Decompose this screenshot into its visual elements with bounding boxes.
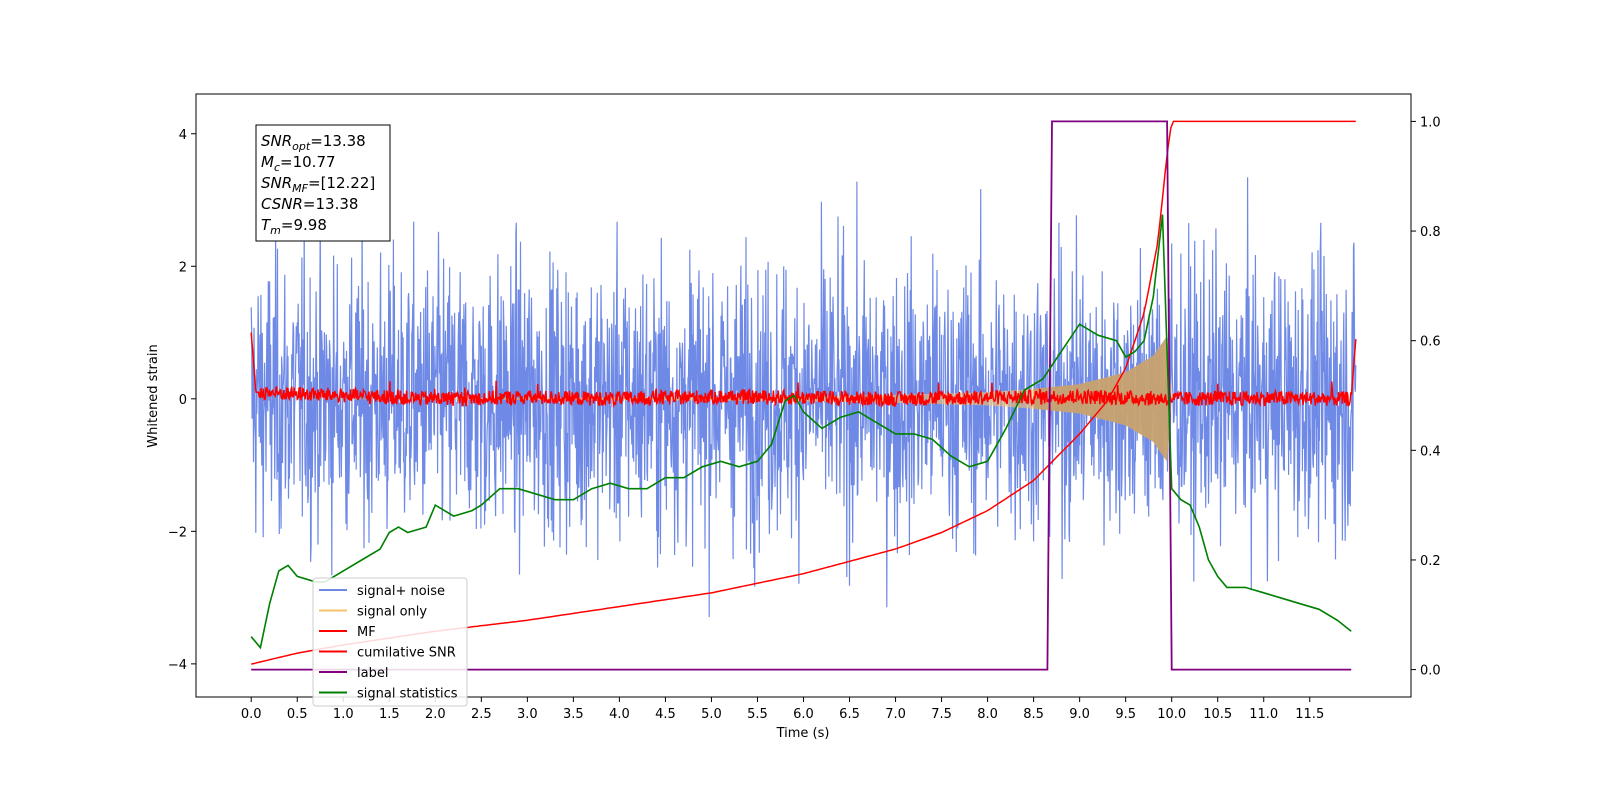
x-tick-label: 9.0 bbox=[1069, 707, 1090, 722]
legend-label: signal+ noise bbox=[357, 584, 445, 599]
y-left-tick-label: 4 bbox=[179, 128, 187, 143]
x-tick-label: 4.0 bbox=[609, 707, 630, 722]
info-box-frame bbox=[255, 124, 391, 242]
x-tick-label: 1.5 bbox=[379, 707, 400, 722]
y-left-tick-label: −2 bbox=[168, 525, 187, 540]
legend-label: signal statistics bbox=[357, 687, 458, 702]
x-axis: 0.0 0.5 1.0 1.5 2.0 2.5 3.0 3.5 4.0 4.5 5.0 5.5 6.0 6… bbox=[241, 697, 1324, 722]
x-tick-label: 7.5 bbox=[931, 707, 952, 722]
x-axis-label: Time (s) bbox=[776, 726, 830, 741]
x-tick-label: 9.5 bbox=[1115, 707, 1136, 722]
x-tick-label: 0.0 bbox=[241, 707, 262, 722]
legend-label: MF bbox=[357, 625, 376, 640]
y-right-tick-label: 1.0 bbox=[1420, 115, 1441, 130]
y-left-tick-label: −4 bbox=[168, 658, 187, 673]
series-mf bbox=[250, 332, 1357, 409]
x-tick-label: 2.5 bbox=[471, 707, 492, 722]
series-signal-statistics bbox=[250, 214, 1352, 650]
info-line: SNRMF=[12.22] bbox=[261, 174, 375, 195]
y-axis-left: 4 2 0 −2 −4 bbox=[168, 128, 196, 673]
y-right-tick-label: 0.4 bbox=[1420, 444, 1441, 459]
info-line: SNRopt=13.38 bbox=[261, 132, 366, 153]
legend-label: cumilative SNR bbox=[357, 646, 456, 661]
y-right-tick-label: 0.8 bbox=[1420, 225, 1441, 240]
info-line: Mc=10.77 bbox=[261, 153, 336, 174]
y-left-tick-label: 0 bbox=[179, 393, 187, 408]
x-tick-label: 11.5 bbox=[1295, 707, 1324, 722]
series-label bbox=[251, 120, 1352, 671]
x-tick-label: 8.0 bbox=[977, 707, 998, 722]
x-tick-label: 2.0 bbox=[425, 707, 446, 722]
info-box: SNRopt=13.38Mc=10.77SNRMF=[12.22]CSNR=13… bbox=[255, 124, 391, 242]
x-tick-label: 10.5 bbox=[1203, 707, 1232, 722]
y-left-tick-label: 2 bbox=[179, 260, 187, 275]
y-right-tick-label: 0.6 bbox=[1420, 335, 1441, 350]
x-tick-label: 7.0 bbox=[885, 707, 906, 722]
info-line: Tm=9.98 bbox=[261, 216, 327, 237]
legend-label: signal only bbox=[357, 605, 427, 620]
y-right-tick-label: 0.0 bbox=[1420, 664, 1441, 679]
x-tick-label: 0.5 bbox=[287, 707, 308, 722]
legend-label: label bbox=[357, 666, 388, 681]
x-tick-label: 4.5 bbox=[655, 707, 676, 722]
x-tick-label: 8.5 bbox=[1023, 707, 1044, 722]
y-right-tick-label: 0.2 bbox=[1420, 554, 1441, 569]
info-line: CSNR=13.38 bbox=[261, 195, 358, 213]
x-tick-label: 6.0 bbox=[793, 707, 814, 722]
x-tick-label: 11.0 bbox=[1249, 707, 1278, 722]
x-tick-label: 10.0 bbox=[1157, 707, 1186, 722]
x-tick-label: 3.0 bbox=[517, 707, 538, 722]
x-tick-label: 1.0 bbox=[333, 707, 354, 722]
y-axis-right: 1.0 0.8 0.6 0.4 0.2 0.0 bbox=[1411, 115, 1441, 679]
legend: signal+ noise signal only MF cumilative SNR… bbox=[312, 577, 468, 707]
y-axis-left-label: Whitened strain bbox=[146, 344, 161, 447]
x-tick-label: 5.0 bbox=[701, 707, 722, 722]
plot-area bbox=[250, 120, 1357, 671]
x-tick-label: 6.5 bbox=[839, 707, 860, 722]
x-tick-label: 3.5 bbox=[563, 707, 584, 722]
series-signal-noise bbox=[250, 177, 1357, 618]
legend-frame bbox=[312, 577, 468, 707]
x-tick-label: 5.5 bbox=[747, 707, 768, 722]
